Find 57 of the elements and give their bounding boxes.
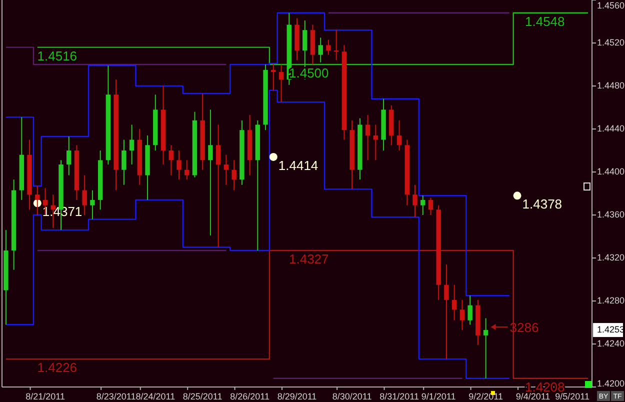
candlestick [318,37,323,63]
data-label: 1.4378 [522,196,562,212]
candlestick [468,295,472,326]
point [269,152,278,161]
y-tick-label: 1.4320 [597,252,625,262]
candlestick [452,284,457,321]
candlestick [396,120,402,151]
candlestick [278,64,284,103]
y-tick-label: 1.4520 [597,37,625,48]
annotation: 1.4226 [37,360,78,376]
candlestick [66,136,72,176]
x-tick-label: 9/1/2011 [421,391,456,402]
candlestick [444,264,449,360]
point [513,192,522,200]
x-tick-label: 8/31/2011 [380,391,419,402]
candlestick [176,150,182,180]
y-tick-label: 1.4400 [597,166,625,176]
x-tick-label: 8/21/2011 [26,391,65,402]
candlestick [208,109,213,236]
x-tick-label: 8/25/2011 [182,391,222,402]
candlestick [428,197,434,216]
x-tick-label: 8/30/2011 [332,391,372,402]
y-tick-label: 1.4280 [597,295,625,306]
candlestick [168,144,174,176]
candlestick [224,154,229,186]
candlestick [373,124,378,161]
candlestick [122,139,126,186]
x-tick-label: 8/29/2011 [277,391,317,402]
candlestick [326,39,331,56]
x-tick-label: 8/23/2011 [96,391,136,402]
candlestick [271,62,276,91]
annotation: 1.4516 [37,48,78,64]
candlestick [460,299,465,331]
x-tick-label: 9/5/2011 [555,391,590,402]
candlestick [334,30,339,61]
candlestick [90,190,95,220]
y-tick-label: 1.4440 [597,123,625,134]
y-tick-label: 1.4240 [597,338,625,348]
candlestick [420,195,426,216]
x-tick-label: 8/26/2011 [230,391,270,402]
candlestick [483,318,488,379]
candlestick [129,124,134,165]
x-tick-label: 8/24/2011 [136,391,176,402]
annotation: 1.4327 [289,251,329,266]
candlestick [365,114,370,161]
x-tick-label: 9/2/2011 [468,391,503,402]
y-tick-label: 1.4480 [597,80,625,90]
candlestick [412,184,418,218]
candlestick [216,124,221,248]
candlestick [232,160,236,191]
y-tick-label: 1.4200 [597,378,625,388]
y-tick-label: 1.4560 [597,0,625,10]
y-tick-label: 1.4360 [597,209,625,220]
annotation: 1.4548 [525,14,565,29]
x-tick-label: 9/4/2011 [516,391,550,402]
data-label: 1.4414 [278,158,318,173]
candlestick [82,174,87,216]
